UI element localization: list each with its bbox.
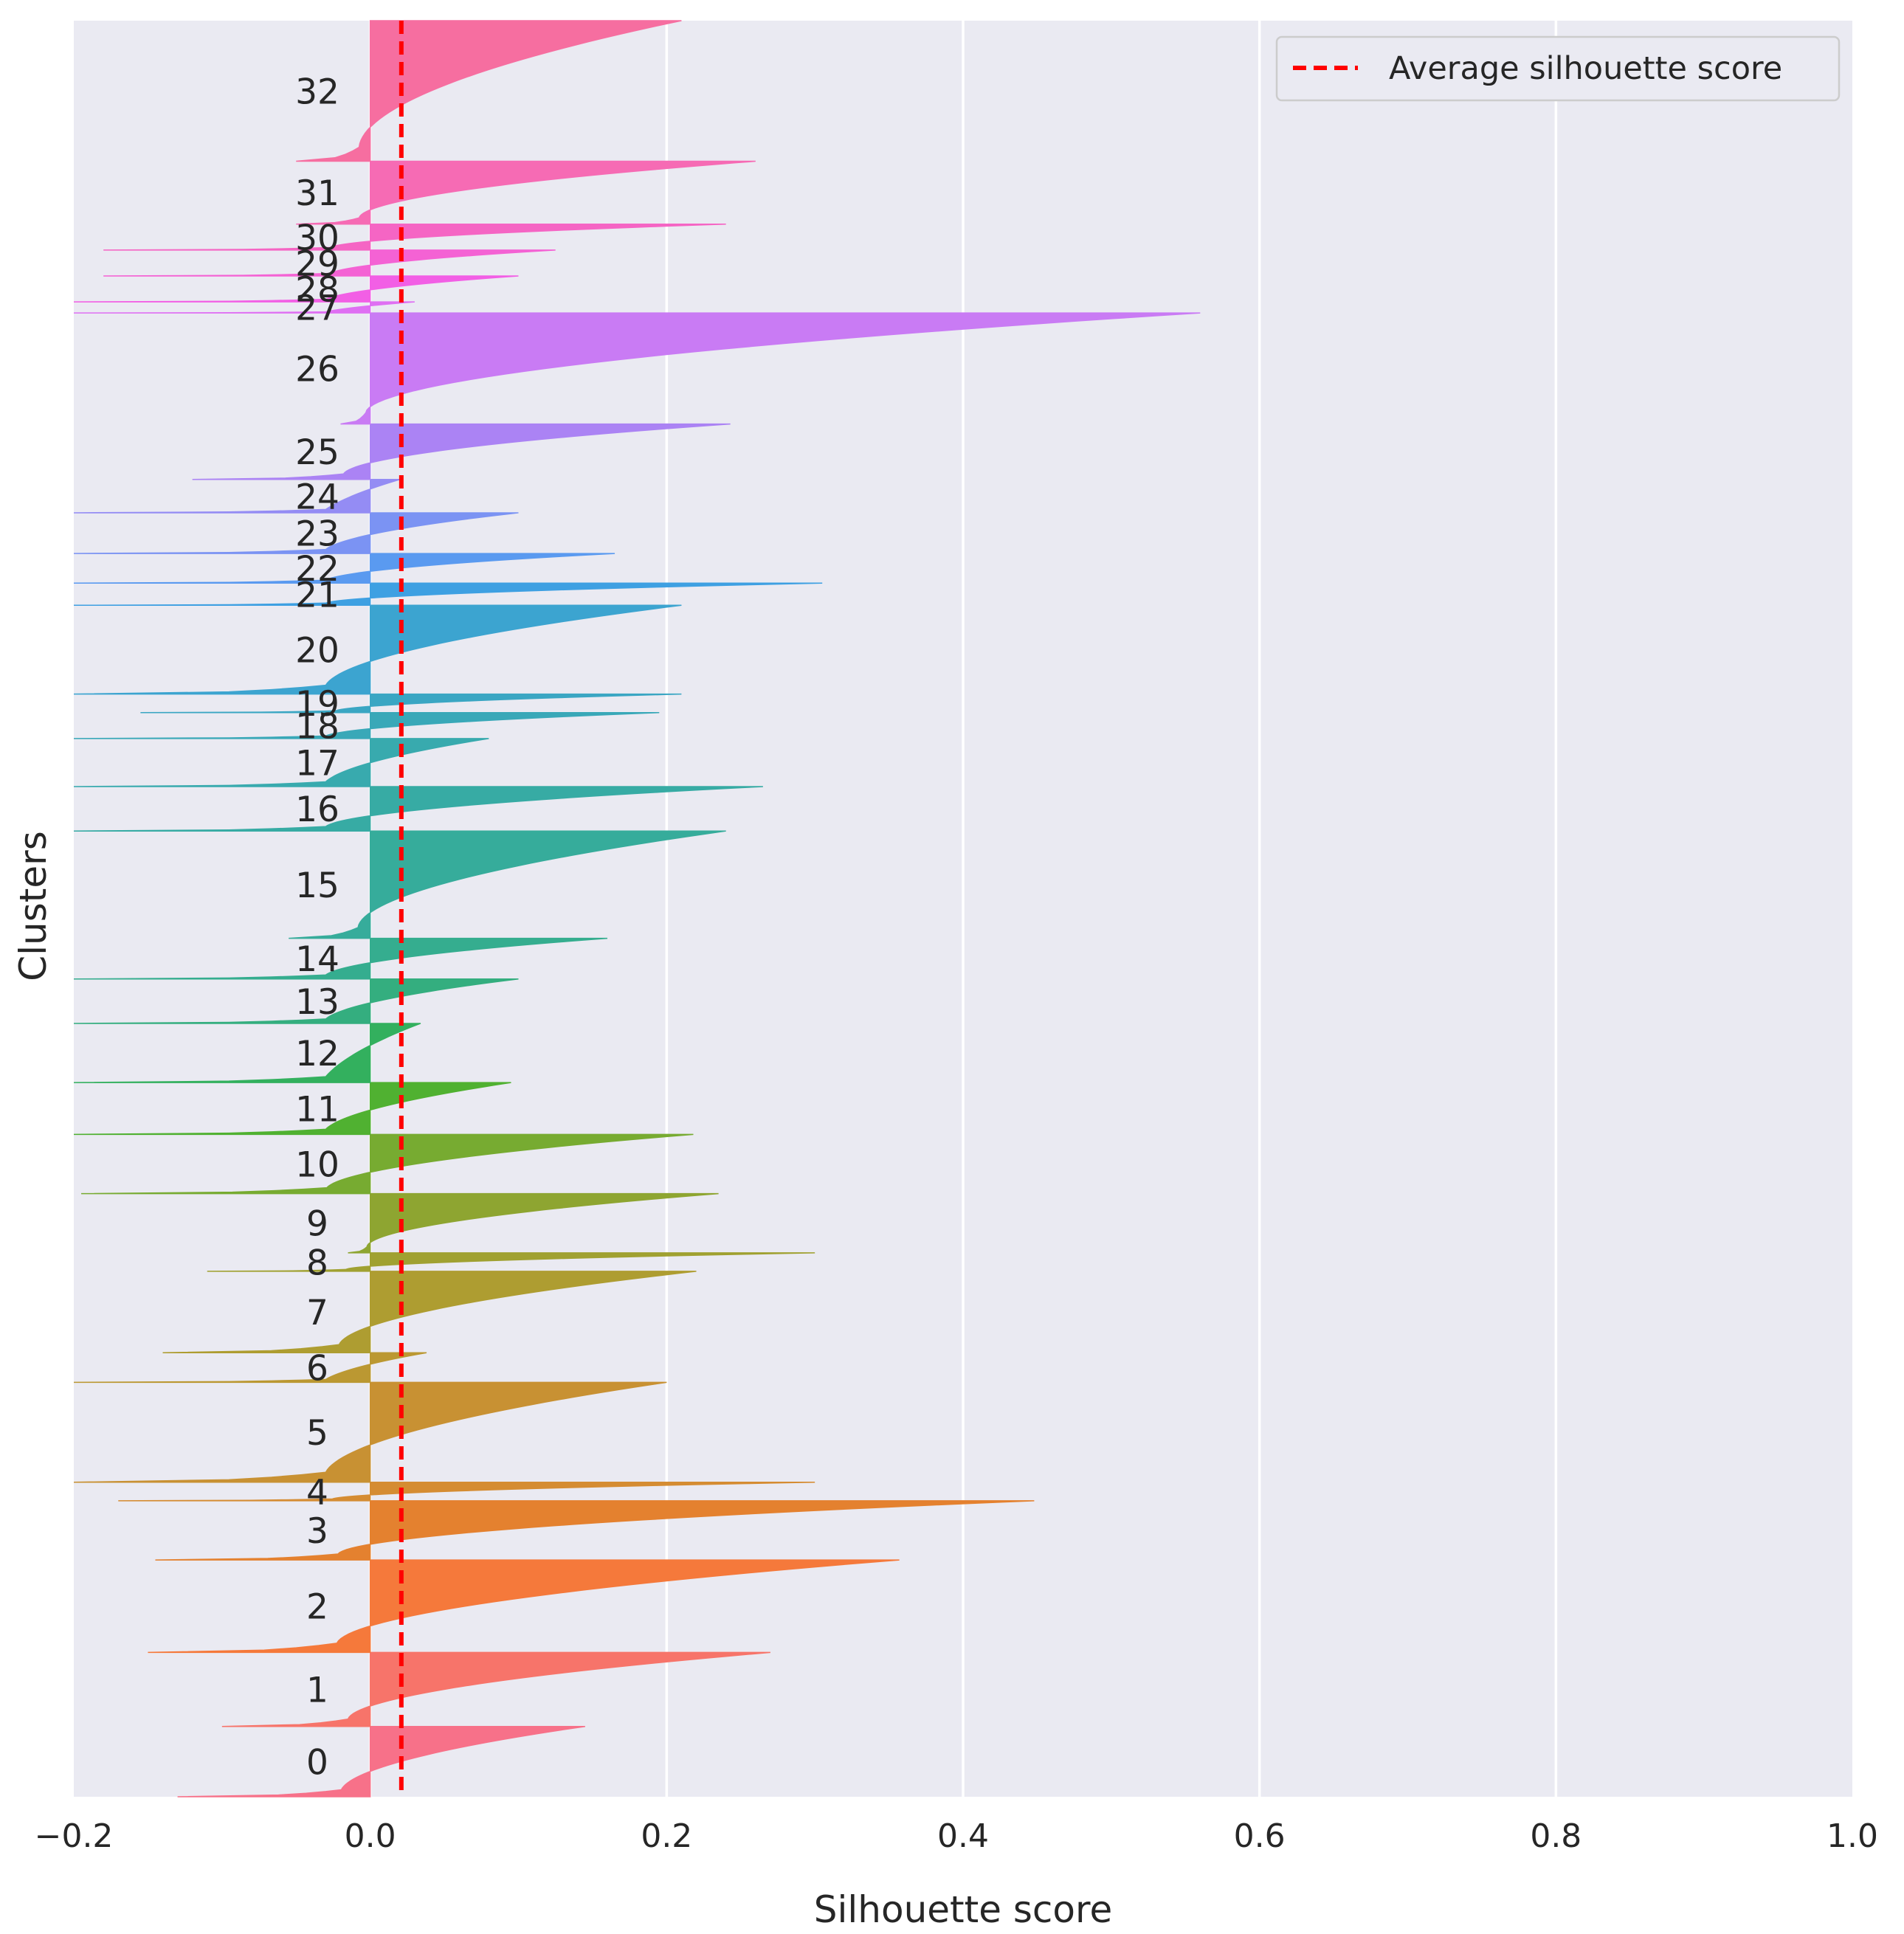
cluster-label-31: 31 <box>295 173 339 214</box>
legend-text: Average silhouette score <box>1389 50 1782 87</box>
silhouette-band-18 <box>73 711 660 739</box>
cluster-label-0: 0 <box>306 1742 328 1783</box>
cluster-labels: 0123456789101112131415161718192021222324… <box>295 72 339 1783</box>
cluster-label-4: 4 <box>306 1472 328 1513</box>
silhouette-band-24 <box>73 479 401 514</box>
silhouette-band-17 <box>73 738 489 787</box>
silhouette-band-25 <box>192 423 731 480</box>
x-tick-label-4: 0.6 <box>1234 1817 1286 1855</box>
cluster-label-19: 19 <box>295 684 339 725</box>
silhouette-band-6 <box>73 1352 427 1384</box>
cluster-label-23: 23 <box>295 514 339 555</box>
silhouette-band-3 <box>155 1500 1035 1561</box>
silhouette-band-4 <box>118 1482 815 1502</box>
cluster-label-10: 10 <box>295 1145 339 1186</box>
silhouette-band-12 <box>73 1023 421 1083</box>
silhouette-band-23 <box>73 512 519 554</box>
x-tick-label-5: 0.8 <box>1530 1817 1582 1855</box>
x-tick-label-1: 0.0 <box>345 1817 396 1855</box>
y-axis-label: Clusters <box>12 831 55 981</box>
cluster-label-24: 24 <box>295 477 339 517</box>
cluster-label-6: 6 <box>306 1348 328 1389</box>
cluster-label-21: 21 <box>295 575 339 615</box>
cluster-label-2: 2 <box>306 1587 328 1628</box>
silhouette-band-8 <box>207 1252 815 1272</box>
silhouette-band-19 <box>140 693 682 714</box>
silhouette-band-26 <box>340 312 1201 425</box>
silhouette-band-28 <box>73 275 519 303</box>
cluster-label-20: 20 <box>295 630 339 671</box>
silhouette-band-20 <box>73 604 682 695</box>
silhouette-band-27 <box>73 301 415 314</box>
silhouette-band-7 <box>162 1271 697 1353</box>
x-tick-label-2: 0.2 <box>641 1817 692 1855</box>
cluster-label-29: 29 <box>295 244 339 284</box>
cluster-label-30: 30 <box>295 218 339 258</box>
cluster-label-8: 8 <box>306 1243 328 1283</box>
silhouette-band-2 <box>148 1559 900 1654</box>
cluster-label-18: 18 <box>295 706 339 747</box>
silhouette-band-15 <box>289 830 726 939</box>
x-tick-label-0: −0.2 <box>35 1817 114 1855</box>
cluster-label-32: 32 <box>295 72 339 112</box>
cluster-label-5: 5 <box>306 1413 328 1454</box>
silhouette-band-21 <box>73 582 823 607</box>
legend: Average silhouette score <box>1275 35 1841 102</box>
x-tick-label-3: 0.4 <box>937 1817 989 1855</box>
silhouette-band-10 <box>81 1133 694 1195</box>
x-axis-label: Silhouette score <box>814 1888 1112 1931</box>
cluster-label-3: 3 <box>306 1511 328 1552</box>
silhouette-band-30 <box>103 224 726 251</box>
x-tick-label-6: 1.0 <box>1827 1817 1878 1855</box>
silhouette-band-32 <box>296 20 682 162</box>
x-tick-labels: −0.2 0.0 0.2 0.4 0.6 0.8 1.0 <box>35 1817 1878 1855</box>
cluster-label-28: 28 <box>295 270 339 311</box>
silhouette-band-13 <box>73 978 519 1024</box>
cluster-label-14: 14 <box>295 939 339 980</box>
cluster-label-9: 9 <box>306 1204 328 1245</box>
silhouette-band-5 <box>73 1381 667 1483</box>
cluster-label-16: 16 <box>295 790 339 830</box>
silhouette-band-1 <box>221 1651 770 1727</box>
cluster-label-7: 7 <box>306 1293 328 1333</box>
cluster-label-13: 13 <box>295 982 339 1023</box>
silhouette-band-29 <box>103 249 556 277</box>
cluster-label-12: 12 <box>295 1034 339 1074</box>
cluster-label-11: 11 <box>295 1089 339 1130</box>
cluster-label-25: 25 <box>295 432 339 473</box>
silhouette-band-31 <box>296 160 756 225</box>
cluster-label-26: 26 <box>295 349 339 390</box>
cluster-label-1: 1 <box>306 1671 328 1711</box>
silhouette-band-16 <box>73 786 763 832</box>
cluster-label-27: 27 <box>295 289 339 329</box>
silhouette-band-9 <box>348 1192 719 1254</box>
cluster-label-22: 22 <box>295 549 339 590</box>
cluster-label-15: 15 <box>295 866 339 906</box>
legend-box <box>1275 35 1841 102</box>
cluster-label-17: 17 <box>295 743 339 784</box>
